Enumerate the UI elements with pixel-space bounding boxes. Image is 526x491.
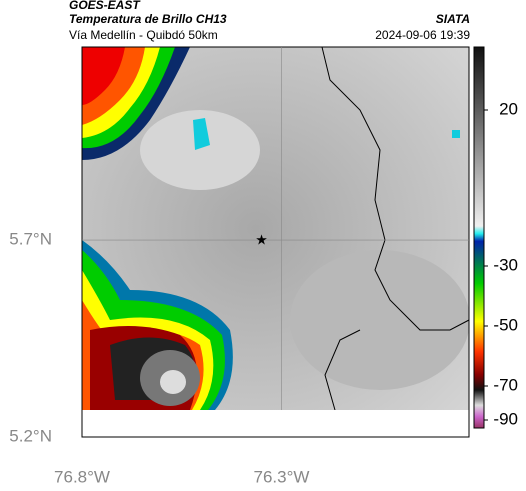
- title: Temperatura de Brillo CH13: [69, 12, 227, 26]
- colorbar: [473, 46, 485, 429]
- source: GOES-EAST: [69, 0, 141, 12]
- colorbar-tick-label: -30: [493, 255, 518, 274]
- location-marker: ★: [255, 232, 268, 248]
- brand: SIATA: [436, 12, 470, 26]
- colorbar-tick-label: 20: [499, 99, 518, 118]
- subtitle: Vía Medellín - Quibdó 50km: [69, 28, 218, 42]
- colorbar-tick-label: -70: [493, 375, 518, 394]
- map-frame: [81, 46, 470, 438]
- colorbar-tick-label: -90: [493, 409, 518, 428]
- y-tick-label: 5.2°N: [9, 426, 52, 445]
- datetime: 2024-09-06 19:39: [375, 28, 470, 42]
- colorbar-tick-label: -50: [493, 315, 518, 334]
- y-tick-label: 5.7°N: [9, 230, 52, 249]
- x-tick-label: 76.8°W: [54, 467, 110, 486]
- x-tick-label: 76.3°W: [254, 467, 310, 486]
- satellite-image: [82, 47, 469, 410]
